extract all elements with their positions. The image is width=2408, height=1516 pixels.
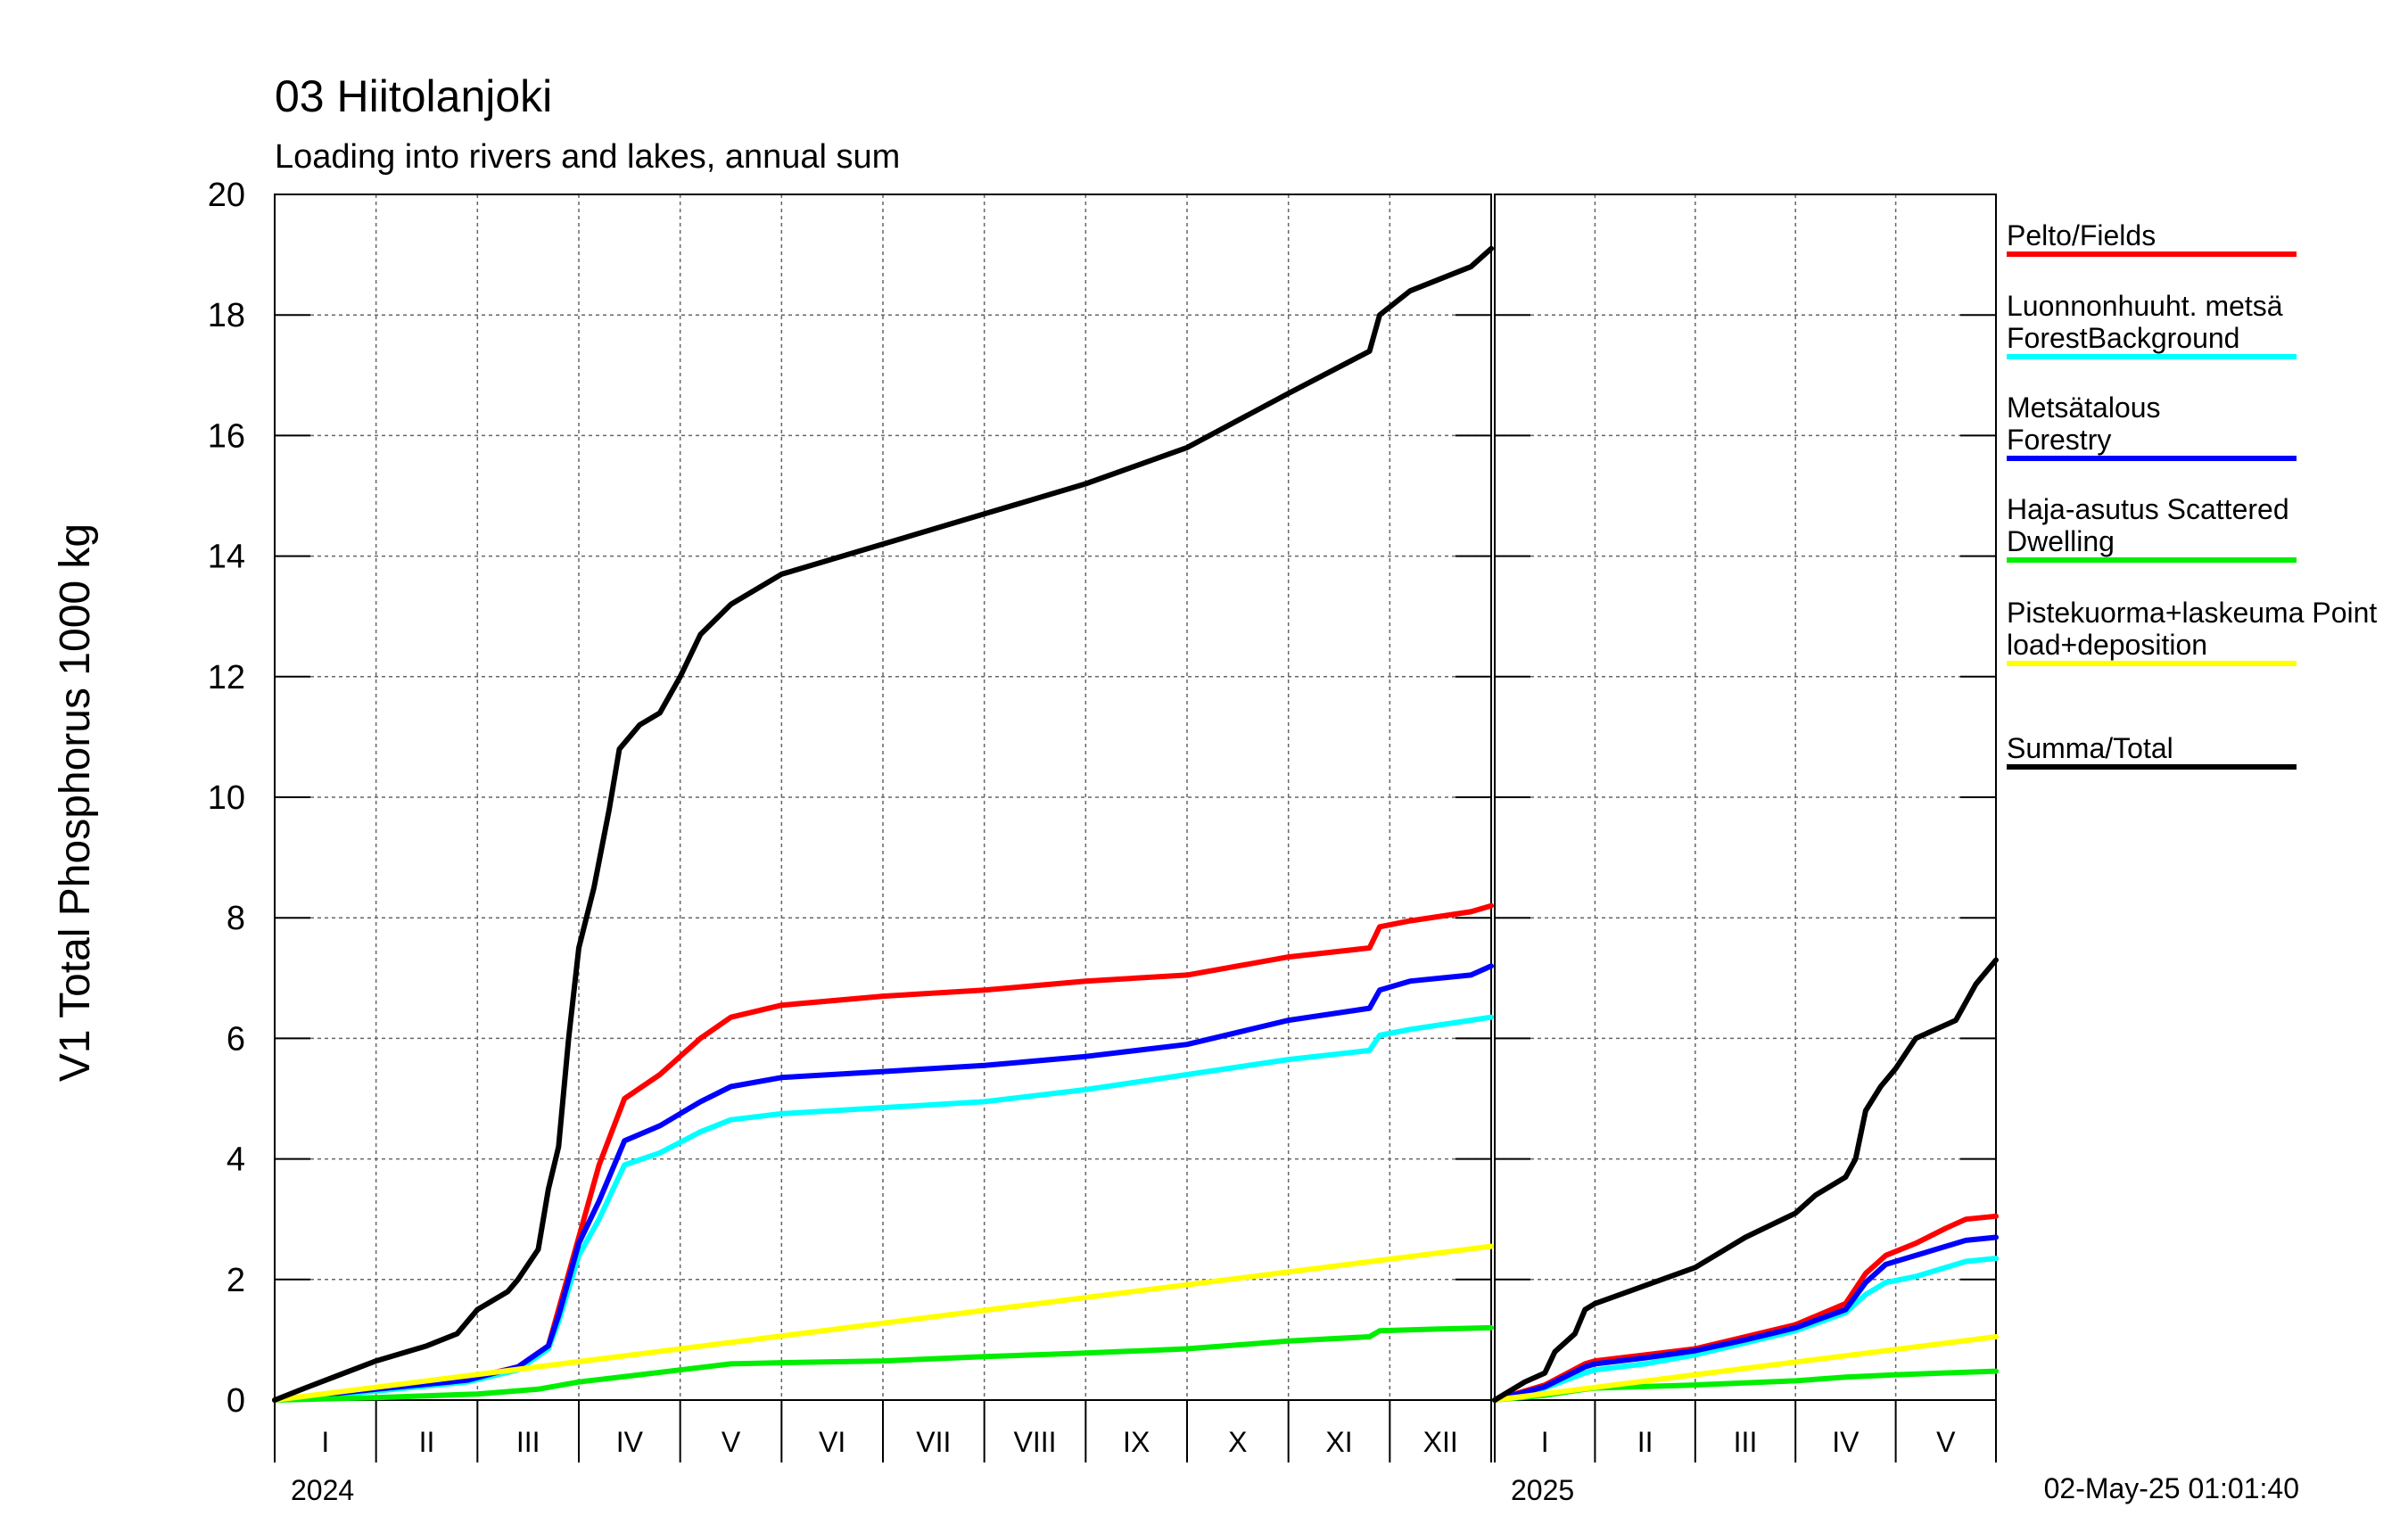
month-label: XII bbox=[1423, 1426, 1458, 1458]
month-label: IV bbox=[1832, 1426, 1860, 1458]
series-line-luonnonhuuht- bbox=[1492, 1256, 1999, 1403]
month-label: VIII bbox=[1013, 1426, 1056, 1458]
month-label: V bbox=[1936, 1426, 1956, 1458]
month-label: I bbox=[1541, 1426, 1549, 1458]
y-tick-label: 18 bbox=[208, 297, 245, 334]
y-tick-label: 16 bbox=[208, 417, 245, 455]
chart-title: 03 Hiitolanjoki bbox=[275, 71, 552, 121]
y-tick-label: 4 bbox=[227, 1141, 245, 1179]
legend-label: Luonnonhuuht. metsä ForestBackground bbox=[2007, 290, 2283, 354]
series-line-summa bbox=[272, 245, 1494, 1403]
month-label: I bbox=[321, 1426, 329, 1458]
y-tick-label: 14 bbox=[208, 539, 245, 576]
month-label: X bbox=[1228, 1426, 1247, 1458]
chart-subtitle: Loading into rivers and lakes, annual su… bbox=[275, 138, 900, 176]
gridlines bbox=[275, 194, 1996, 1400]
month-label: II bbox=[1637, 1426, 1653, 1458]
y-tick-label: 12 bbox=[208, 659, 245, 696]
y-tick-label: 0 bbox=[227, 1382, 245, 1420]
legend-label: Haja-asutus Scattered Dwelling bbox=[2007, 493, 2289, 557]
series-line-pistekuorma-laskeuma bbox=[272, 1243, 1494, 1403]
month-label: III bbox=[1734, 1426, 1758, 1458]
year-label: 2024 bbox=[291, 1474, 354, 1506]
legend-label: Metsätalous Forestry bbox=[2007, 391, 2161, 456]
month-label: IX bbox=[1123, 1426, 1150, 1458]
series-line-summa bbox=[1492, 957, 1999, 1403]
year-label: 2025 bbox=[1511, 1474, 1574, 1506]
series-lines bbox=[272, 245, 1999, 1403]
series-line-pistekuorma-laskeuma bbox=[1492, 1334, 1999, 1403]
month-label: VII bbox=[916, 1426, 951, 1458]
y-tick-label: 20 bbox=[208, 177, 245, 214]
month-label: V bbox=[722, 1426, 741, 1458]
series-line-pelto bbox=[1492, 1213, 1999, 1403]
y-tick-label: 10 bbox=[208, 779, 245, 817]
y-tick-label: 6 bbox=[227, 1020, 245, 1058]
timestamp: 02-May-25 01:01:40 bbox=[2044, 1472, 2299, 1504]
month-label: VI bbox=[819, 1426, 845, 1458]
series-line-haja-asutus bbox=[272, 1324, 1494, 1403]
month-label: III bbox=[516, 1426, 540, 1458]
y-tick-label: 2 bbox=[227, 1262, 245, 1299]
month-label: XI bbox=[1325, 1426, 1352, 1458]
y-axis-label: V1 Total Phosphorus 1000 kg bbox=[52, 523, 99, 1082]
legend-label: Pistekuorma+laskeuma Point load+depositio… bbox=[2007, 597, 2377, 661]
legend: Pelto/Fields Luonnonhuuht. metsä ForestBac… bbox=[2007, 219, 2377, 770]
legend-label: Summa/Total bbox=[2007, 732, 2173, 764]
legend-label: Pelto/Fields bbox=[2007, 219, 2156, 251]
month-label: IV bbox=[616, 1426, 644, 1458]
series-line-mets-talous bbox=[272, 963, 1494, 1403]
series-line-mets-talous bbox=[1492, 1234, 1999, 1403]
month-label: II bbox=[419, 1426, 435, 1458]
y-tick-label: 8 bbox=[227, 900, 245, 937]
